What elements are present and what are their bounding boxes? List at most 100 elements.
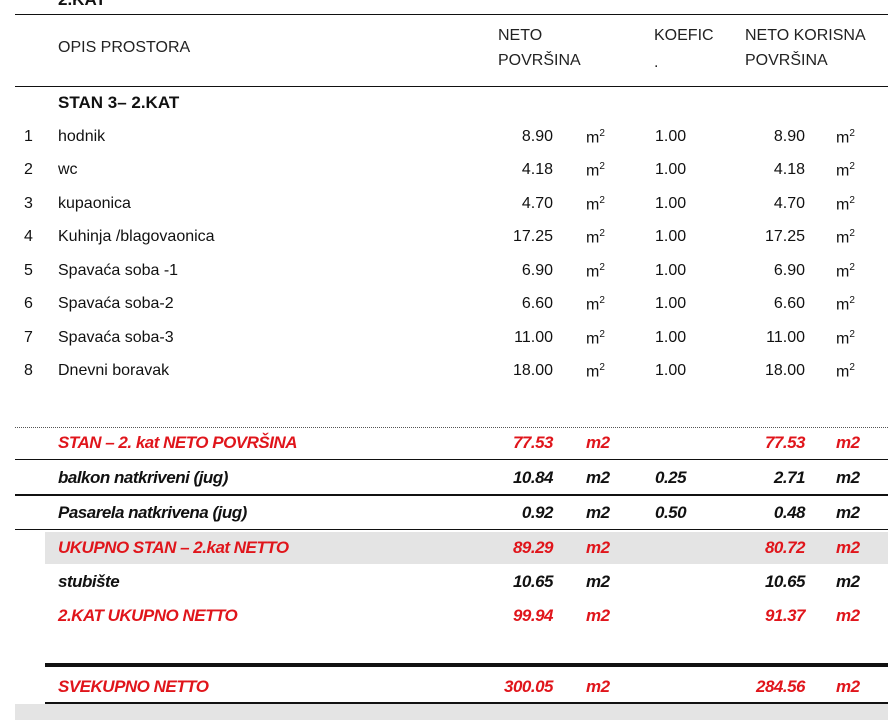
row-number: 6 <box>24 295 33 312</box>
group-title: STAN 3– 2.KAT <box>58 93 180 112</box>
header-nk-2: POVRŠINA <box>745 52 828 69</box>
room-name: kupaonica <box>58 195 131 212</box>
usable-area: 4.70 <box>773 195 805 212</box>
header-koef-1: KOEFIC <box>654 27 714 44</box>
table-row: 3 kupaonica 4.70 m2 1.00 4.70 m2 <box>0 189 888 221</box>
room-name: Spavaća soba-3 <box>58 329 174 346</box>
row-number: 3 <box>24 195 33 212</box>
summary-label: SVEKUPNO NETTO <box>58 677 209 696</box>
usable-area: 18.00 <box>764 362 805 379</box>
header-neto-2: POVRŠINA <box>498 52 581 69</box>
room-name: hodnik <box>58 128 106 145</box>
unit: m2 <box>836 362 855 381</box>
unit: m2 <box>836 228 855 247</box>
table-row: 8 Dnevni boravak 18.00 m2 1.00 18.00 m2 <box>0 356 888 388</box>
thick-divider <box>45 663 888 667</box>
usable-area: 0.48 <box>773 503 806 522</box>
neto-area: 89.29 <box>512 538 554 557</box>
divider <box>45 702 888 704</box>
summary-row: STAN – 2. kat NETO POVRŠINA 77.53 m2 77.53 m… <box>0 427 888 459</box>
divider <box>15 86 888 87</box>
usable-area: 284.56 <box>756 677 806 696</box>
summary-label: balkon natkriveni (jug) <box>58 468 228 487</box>
table-row: 4 Kuhinja /blagovaonica 17.25 m2 1.00 17.25 m2 <box>0 222 888 254</box>
unit: m2 <box>586 677 610 696</box>
table-row: 2 wc 4.18 m2 1.00 4.18 m2 <box>0 155 888 187</box>
neto-area: 10.65 <box>512 572 554 591</box>
table-row: 6 Spavaća soba-2 6.60 m2 1.00 6.60 m2 <box>0 289 888 321</box>
divider <box>15 14 888 15</box>
coefficient: 1.00 <box>655 329 687 346</box>
unit: m2 <box>836 295 855 314</box>
unit-m: m <box>586 330 600 348</box>
unit-exponent: 2 <box>849 362 855 373</box>
unit-m: m <box>586 296 600 314</box>
coefficient: 1.00 <box>655 128 687 145</box>
coefficient: 1.00 <box>655 195 687 212</box>
usable-area: 6.60 <box>773 295 805 312</box>
unit-exponent: 2 <box>849 262 855 273</box>
room-name: wc <box>58 161 78 178</box>
neto-area: 77.53 <box>512 433 554 452</box>
unit-exponent: 2 <box>849 329 855 340</box>
unit: m2 <box>586 128 605 147</box>
row-number: 4 <box>24 228 33 245</box>
coefficient: 1.00 <box>655 362 687 379</box>
unit-exponent: 2 <box>849 128 855 139</box>
unit-m: m <box>836 296 850 314</box>
unit-m: m <box>586 229 600 247</box>
coefficient: 1.00 <box>655 295 687 312</box>
unit: m2 <box>586 433 610 452</box>
unit-exponent: 2 <box>599 262 605 273</box>
unit-m: m <box>586 196 600 214</box>
neto-area: 6.60 <box>521 295 553 312</box>
grey-footer <box>15 704 888 720</box>
summary-row: 2.KAT UKUPNO NETTO 99.94 m2 91.37 m2 <box>0 600 888 632</box>
unit-exponent: 2 <box>599 295 605 306</box>
unit: m2 <box>836 572 860 591</box>
unit-m: m <box>586 162 600 180</box>
summary-label: 2.KAT UKUPNO NETTO <box>58 606 238 625</box>
room-name: Spavaća soba -1 <box>58 262 179 279</box>
summary-label: stubište <box>58 572 120 591</box>
table-row: 1 hodnik 8.90 m2 1.00 8.90 m2 <box>0 122 888 154</box>
usable-area: 80.72 <box>764 538 806 557</box>
row-number: 8 <box>24 362 33 379</box>
unit-m: m <box>586 263 600 281</box>
unit-exponent: 2 <box>849 195 855 206</box>
header-nk-1: NETO KORISNA <box>745 27 866 44</box>
unit-exponent: 2 <box>599 195 605 206</box>
unit: m2 <box>586 362 605 381</box>
unit: m2 <box>836 329 855 348</box>
unit: m2 <box>586 503 610 522</box>
unit-m: m <box>586 363 600 381</box>
table-row: 7 Spavaća soba-3 11.00 m2 1.00 11.00 m2 <box>0 323 888 355</box>
header-koef-2: . <box>654 54 659 71</box>
summary-row: stubište 10.65 m2 10.65 m2 <box>0 566 888 598</box>
summary-label: STAN – 2. kat NETO POVRŠINA <box>58 433 298 452</box>
neto-area: 4.18 <box>521 161 553 178</box>
row-number: 2 <box>24 161 33 178</box>
unit-exponent: 2 <box>849 161 855 172</box>
unit-m: m <box>836 162 850 180</box>
unit-m: m <box>836 129 850 147</box>
neto-area: 8.90 <box>521 128 553 145</box>
unit-m: m <box>836 363 850 381</box>
summary-row: SVEKUPNO NETTO 300.05 m2 284.56 m2 <box>0 671 888 703</box>
summary-row: Pasarela natkrivena (jug) 0.92 m2 0.50 0.48 m… <box>0 497 888 529</box>
unit: m2 <box>586 262 605 281</box>
summary-label: UKUPNO STAN – 2.kat NETTO <box>58 538 289 557</box>
unit: m2 <box>836 433 860 452</box>
usable-area: 6.90 <box>773 262 805 279</box>
unit-m: m <box>836 263 850 281</box>
neto-area: 18.00 <box>512 362 553 379</box>
usable-area: 4.18 <box>773 161 805 178</box>
usable-area: 11.00 <box>766 329 805 346</box>
unit: m2 <box>586 295 605 314</box>
usable-area: 91.37 <box>764 606 806 625</box>
row-number: 5 <box>24 262 33 279</box>
unit-exponent: 2 <box>599 329 605 340</box>
unit: m2 <box>586 572 610 591</box>
summary-row: UKUPNO STAN – 2.kat NETTO 89.29 m2 80.72 m2 <box>45 532 888 564</box>
unit-m: m <box>836 196 850 214</box>
